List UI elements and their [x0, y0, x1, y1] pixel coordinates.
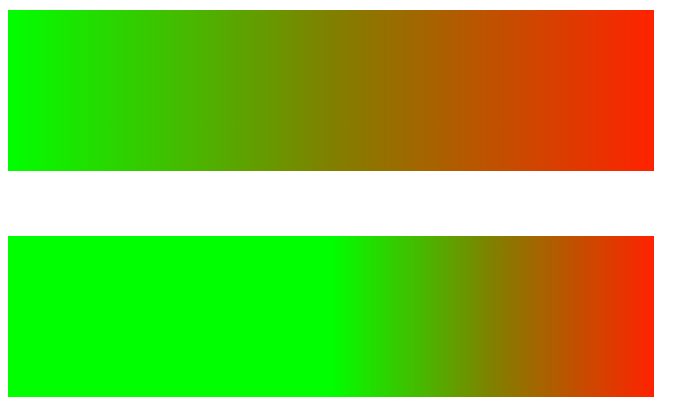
gradient-bar-bottom [8, 236, 654, 397]
gradient-bar-top [8, 10, 654, 171]
